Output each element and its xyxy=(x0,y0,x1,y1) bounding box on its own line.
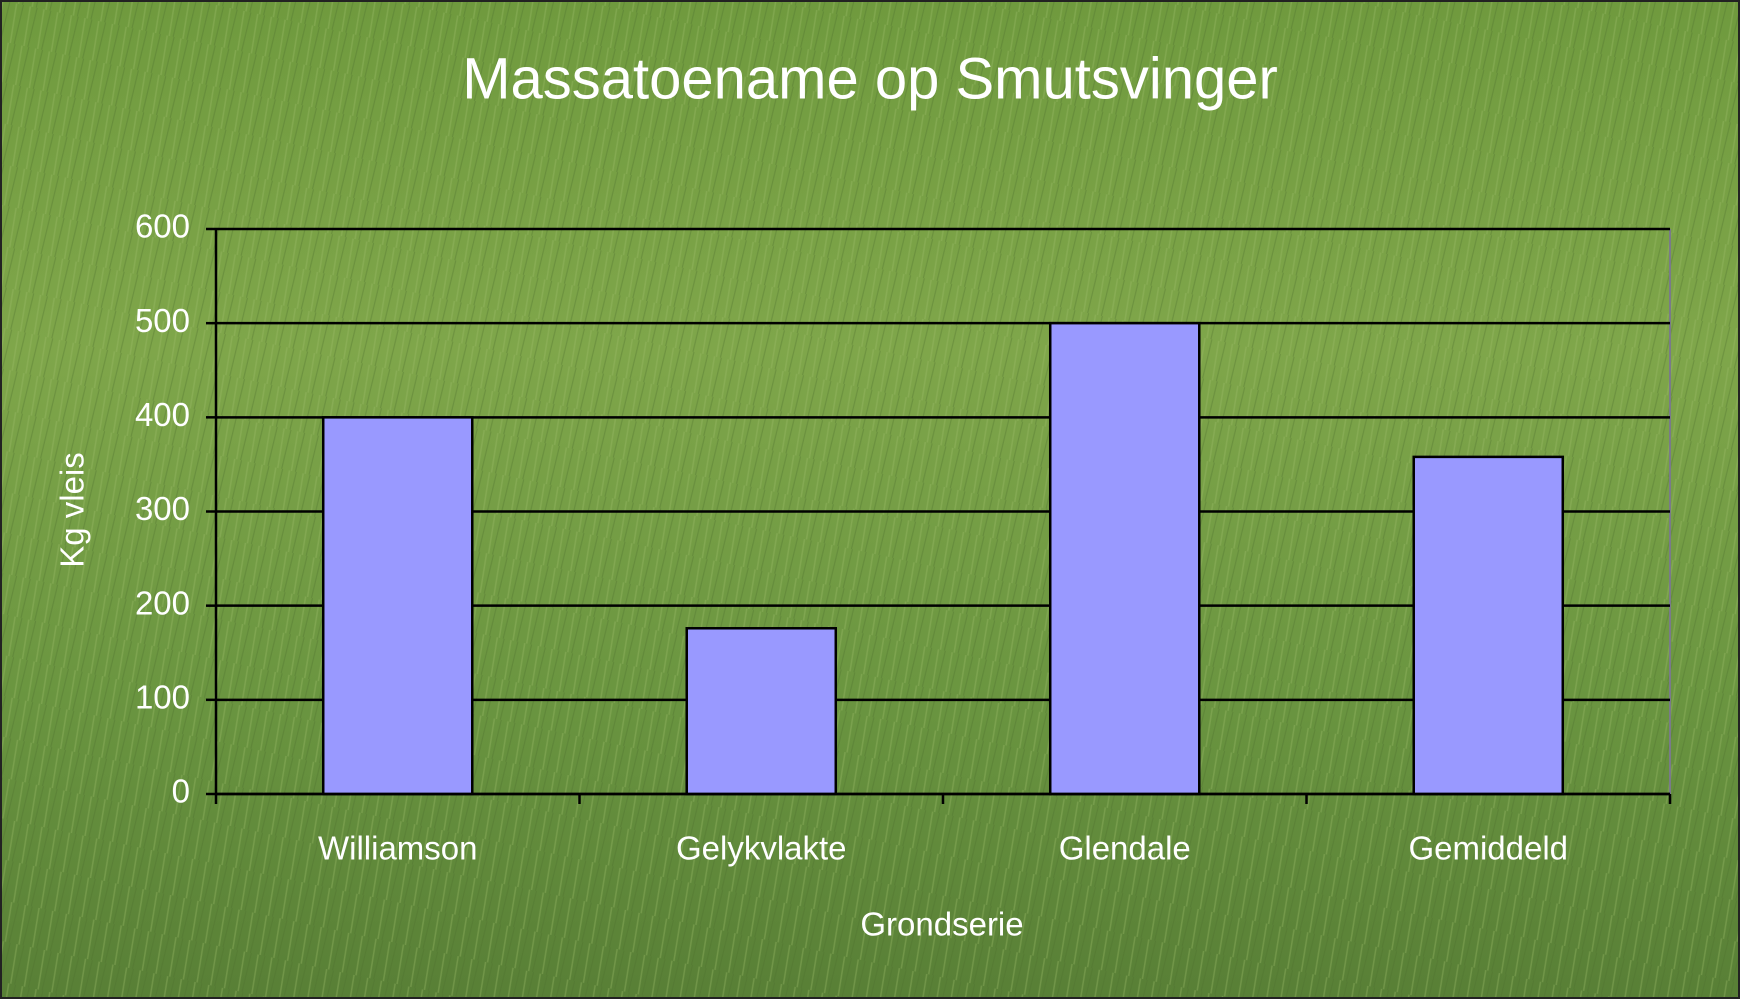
y-tick-label: 400 xyxy=(135,396,190,433)
chart: Massatoename op Smutsvinger Kg vleis Gro… xyxy=(0,0,1740,999)
x-tick-label: Williamson xyxy=(318,830,478,867)
chart-title: Massatoename op Smutsvinger xyxy=(462,46,1278,111)
y-tick-label: 0 xyxy=(172,773,190,810)
y-tick-label: 100 xyxy=(135,679,190,716)
y-tick-label: 200 xyxy=(135,584,190,621)
bar xyxy=(1414,457,1563,794)
y-tick-label: 500 xyxy=(135,302,190,339)
bar xyxy=(1050,323,1199,794)
y-axis-label: Kg vleis xyxy=(54,452,91,568)
x-tick-label: Gelykvlakte xyxy=(676,830,847,867)
bar xyxy=(687,628,836,794)
y-tick-label: 300 xyxy=(135,490,190,527)
y-tick-label: 600 xyxy=(135,208,190,245)
x-axis-label: Grondserie xyxy=(860,906,1023,943)
x-tick-label: Glendale xyxy=(1059,830,1191,867)
x-tick-label: Gemiddeld xyxy=(1408,830,1568,867)
bar xyxy=(323,417,472,794)
